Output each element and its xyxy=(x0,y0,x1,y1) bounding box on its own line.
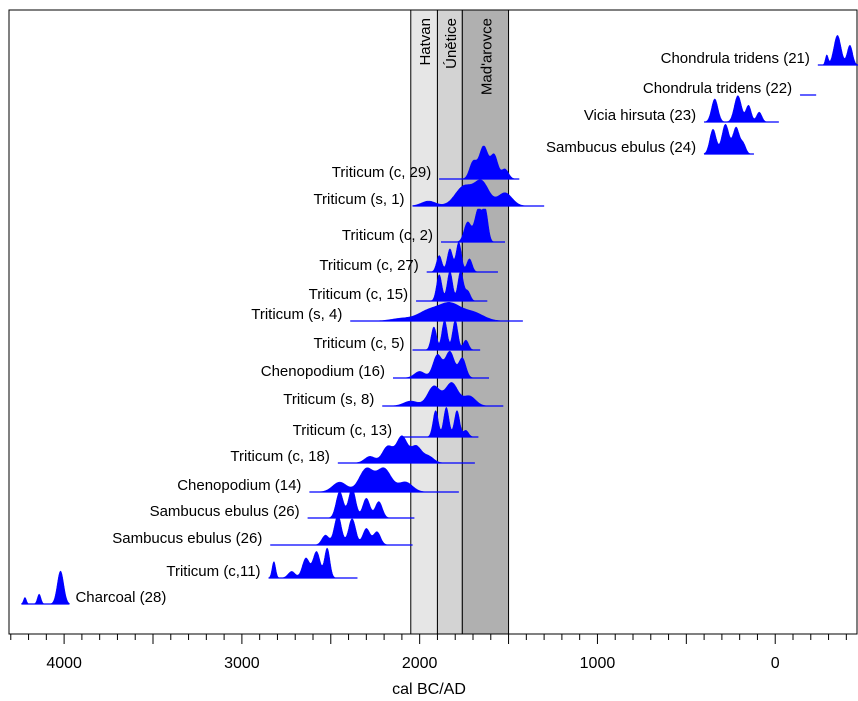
probability-area xyxy=(441,208,505,243)
distribution-label: Sambucus ebulus (24) xyxy=(546,139,696,156)
probability-area xyxy=(307,488,415,519)
probability-area xyxy=(817,35,858,66)
probability-area xyxy=(268,547,358,579)
probability-area xyxy=(309,467,459,493)
x-axis: 4000 3000 2000 1000 0 xyxy=(10,634,847,672)
distribution: Triticum (c, 15) xyxy=(309,270,488,303)
probability-area xyxy=(703,95,779,123)
distribution: Charcoal (28) xyxy=(21,570,166,606)
x-tick-label: 3000 xyxy=(224,655,260,672)
distribution: Sambucus ebulus (24) xyxy=(546,123,754,156)
period-band xyxy=(461,9,510,635)
probability-area xyxy=(412,319,481,351)
distribution-label: Triticum (c, 18) xyxy=(230,448,329,465)
probability-area xyxy=(350,302,523,322)
plot-frame xyxy=(8,9,858,635)
distribution-label: Triticum (s, 8) xyxy=(283,391,374,408)
distribution: Triticum (c, 5) xyxy=(313,319,481,352)
period-label: Mad'arovce xyxy=(478,18,495,95)
x-tick-label: 2000 xyxy=(402,655,438,672)
probability-area xyxy=(382,382,504,407)
probability-area xyxy=(412,179,545,207)
distribution: Chondrula tridens (21) xyxy=(661,35,858,67)
distribution-label: Vicia hirsuta (23) xyxy=(584,107,696,124)
probability-area xyxy=(439,145,520,180)
distribution-label: Chenopodium (14) xyxy=(177,477,301,494)
period-band xyxy=(436,9,463,635)
distribution-label: Sambucus ebulus (26) xyxy=(150,503,300,520)
probability-area xyxy=(270,514,413,546)
distribution-label: Sambucus ebulus (26) xyxy=(112,530,262,547)
distribution: Triticum (c, 18) xyxy=(230,435,475,465)
distribution-label: Triticum (s, 4) xyxy=(251,306,342,323)
distribution-label: Chondrula tridens (21) xyxy=(661,50,810,67)
distribution-label: Triticum (c,11) xyxy=(166,563,260,580)
period-label: Hatvan xyxy=(417,18,434,66)
distribution: Triticum (c,11) xyxy=(166,547,358,580)
distribution: Sambucus ebulus (26) xyxy=(112,514,413,547)
distribution: Triticum (c, 13) xyxy=(293,407,479,439)
x-tick-label: 4000 xyxy=(46,655,82,672)
distribution: Chenopodium (14) xyxy=(177,467,459,494)
x-tick-label: 0 xyxy=(771,655,780,672)
distribution: Triticum (s, 8) xyxy=(283,382,504,408)
distribution: Triticum (s, 1) xyxy=(313,179,545,208)
distribution-label: Charcoal (28) xyxy=(75,589,166,606)
probability-area xyxy=(393,350,489,379)
probability-area xyxy=(416,270,488,302)
distribution: Triticum (s, 4) xyxy=(251,302,523,323)
distribution: Chenopodium (16) xyxy=(261,350,489,380)
probability-area xyxy=(337,435,475,464)
distribution: Vicia hirsuta (23) xyxy=(584,95,779,124)
distribution-label: Triticum (c, 13) xyxy=(293,422,392,439)
x-tick-label: 1000 xyxy=(580,655,616,672)
distribution: Triticum (c, 27) xyxy=(319,241,498,274)
distribution: Chondrula tridens (22) xyxy=(643,80,817,97)
probability-area xyxy=(703,123,754,155)
probability-area xyxy=(21,570,70,605)
period-band xyxy=(410,9,438,635)
distribution-label: Triticum (c, 29) xyxy=(332,164,431,181)
distributions: Chondrula tridens (21) Chondrula tridens … xyxy=(21,35,858,606)
period-label: Únětice xyxy=(443,18,460,69)
probability-area xyxy=(426,241,498,273)
x-axis-label: cal BC/AD xyxy=(392,681,466,698)
distribution-label: Triticum (c, 2) xyxy=(342,227,433,244)
distribution: Triticum (c, 29) xyxy=(332,145,520,181)
distribution: Sambucus ebulus (26) xyxy=(150,488,415,520)
distribution-label: Triticum (c, 15) xyxy=(309,286,408,303)
distribution-label: Chenopodium (16) xyxy=(261,363,385,380)
distribution-label: Triticum (c, 5) xyxy=(313,335,404,352)
distribution-label: Chondrula tridens (22) xyxy=(643,80,792,97)
distribution-label: Triticum (c, 27) xyxy=(319,257,418,274)
period-bands: Hatvan Únětice Mad'arovce xyxy=(410,9,510,635)
distribution: Triticum (c, 2) xyxy=(342,208,505,244)
distribution-label: Triticum (s, 1) xyxy=(313,191,404,208)
probability-area xyxy=(400,407,479,438)
